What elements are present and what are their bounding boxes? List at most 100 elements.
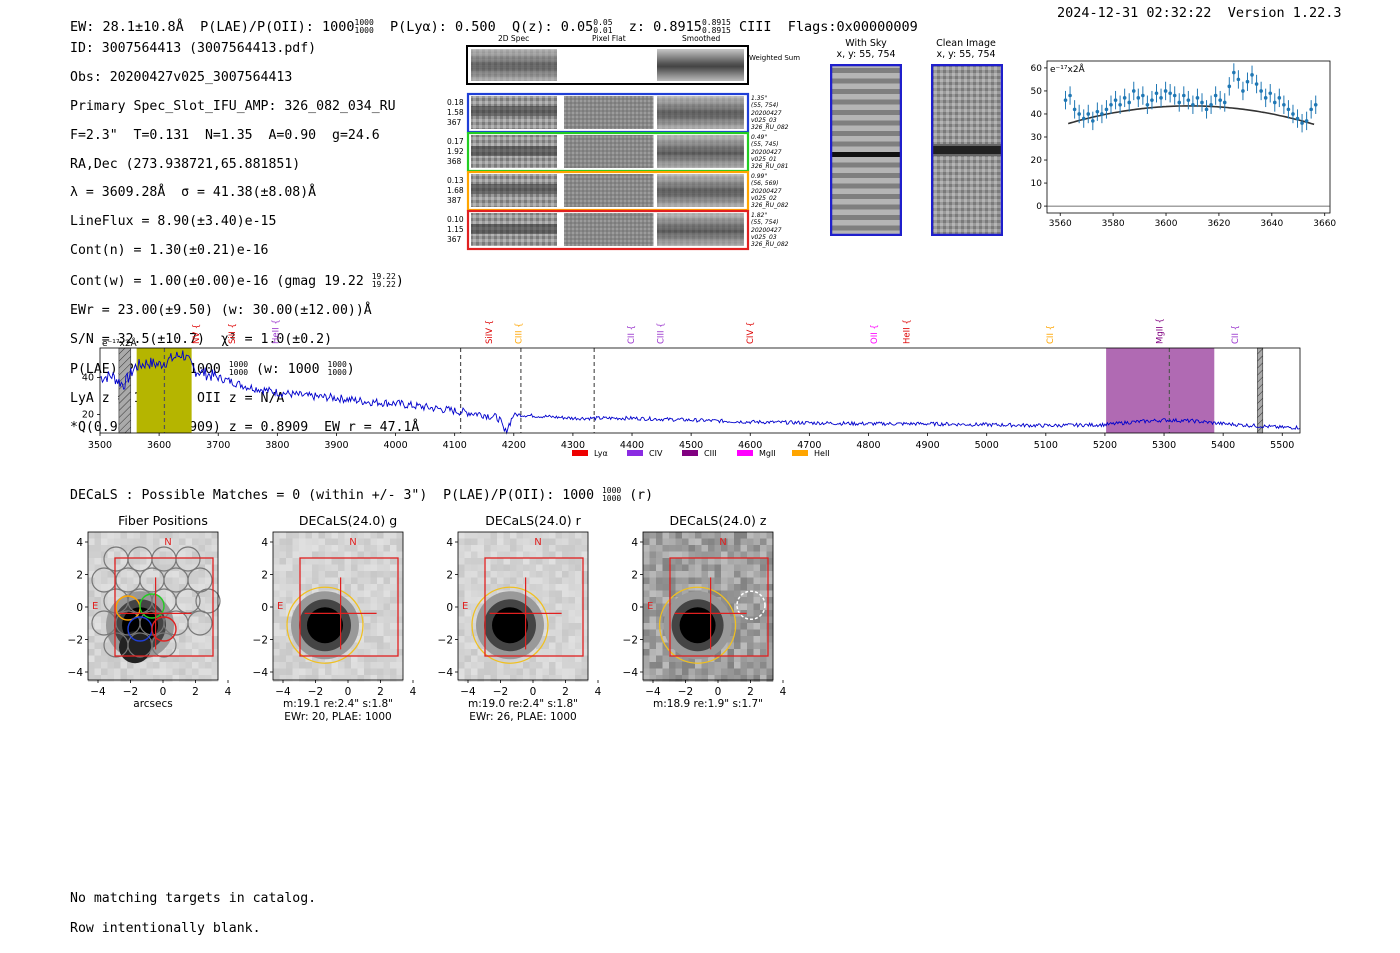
spectrum-frame [99,347,1301,434]
zoom-point [1081,116,1086,121]
zoom-point [1163,89,1168,93]
decals-panel: N E 4 2 0 −2 −4 −4 −2 0 2 4 m:19.1 re:2.4" s:1.8"EWr… [253,531,417,723]
spectrum-band [118,347,132,434]
col-smoothed: Smoothed [682,34,721,43]
crosshair [304,577,377,650]
svg-text:CII {: CII { [627,325,637,344]
emission-line-label: HeII { [902,319,912,344]
info-fit: F=2.3" T=0.131 N=1.35 A=0.90 g=24.6 [70,127,380,143]
info-lineflux: LineFlux = 8.90(±3.40)e-15 [70,214,277,230]
ew-value: EW: 28.1±10.8Å [70,19,184,35]
decals-panel: N E 4 2 0 −2 −4 −4 −2 0 2 4 arcsecs [68,531,232,710]
decals-xtick-label: −4 [275,686,291,698]
spectrum-xtick-label: 5200 [1093,440,1117,451]
zoom-point [1259,89,1263,93]
source-blob [307,607,343,644]
weighted-smoothed-image [657,49,744,81]
svg-text:NV {: NV { [192,324,202,344]
aperture-circle [286,586,364,664]
decals-xtick-label: 2 [747,686,754,698]
emission-line-label: CII { [1046,325,1056,344]
zoom-point [1109,102,1113,107]
version: Version 1.22.3 [1227,5,1342,21]
decals-ytick-label: 4 [631,537,638,549]
row-left-stats: 0.18 1.58 367 [447,98,464,127]
zoom-point [1250,73,1254,77]
row-flat-image [564,213,654,246]
legend-label: CIII [704,449,717,458]
zoom-point [1213,93,1218,98]
zoom-ytick-label: 0 [1036,202,1042,212]
cutout-grid [466,45,750,251]
spectrum-band [1257,347,1264,434]
decals-xtick-label: 2 [192,686,199,698]
decals-ytick-label: −2 [623,635,638,647]
spectrum-ylabel: e⁻¹⁷x2Å [102,337,138,349]
zoom-ytick-label: 30 [1031,133,1043,143]
plya-value: P(Lyα): 0.500 [390,19,496,35]
aperture-circle [658,586,737,664]
flags-value: Flags:0x00000009 [787,19,918,35]
decals-caption: m:19.1 re:2.4" s:1.8" [283,698,393,710]
zoom-xtick-label: 3620 [1207,219,1230,229]
timestamp-version: 2024-12-31 02:32:22 Version 1.22.3 [1057,6,1342,21]
row-left-stats: 0.13 1.68 387 [447,176,464,205]
svg-text:CII {: CII { [1046,325,1056,344]
decals-xtick-label: 2 [562,686,569,698]
zoom-point [1141,93,1145,98]
row-right-info: 0.99" (56, 569) 20200427 v025_02 326_RU_082 [751,173,789,210]
spectrum-xtick-label: 5000 [975,440,999,451]
zoom-point [1227,84,1232,89]
zoom-point [1127,100,1132,105]
info-obs: Obs: 20200427v025_3007564413 [70,70,293,86]
zoom-point [1236,77,1241,82]
row-2d-trace [471,184,557,194]
zoom-point [1186,98,1191,102]
fiber-circle [175,546,201,572]
decals-ytick-label: 2 [261,570,268,582]
decals-ytick-label: −4 [68,667,83,679]
row-right-info: 1.82" (55, 754) 20200427 v025_03 326_RU_082 [751,212,789,249]
spectrum-xtick-label: 4200 [502,440,526,451]
spectrum-xtick-label: 5500 [1270,440,1294,451]
info-contn: Cont(n) = 1.30(±0.21)e-16 [70,243,269,259]
spectrum-xtick-label: 3600 [147,440,171,451]
decals-panel-title: DECaLS(24.0) z [669,513,767,528]
zoom-point [1154,91,1159,96]
selection-box [114,557,214,657]
timestamp: 2024-12-31 02:32:22 [1057,5,1212,21]
decals-xtick-label: −4 [645,686,661,698]
spectrum-xtick-label: 4100 [443,440,467,451]
zoom-point [1204,107,1209,112]
decals-panel-title: Fiber Positions [118,513,208,528]
decals-xtick-label: 2 [377,686,384,698]
decals-xtick-label: −2 [123,686,138,698]
svg-text:HeII {: HeII { [272,319,282,344]
decals-caption: EWr: 26, PLAE: 1000 [469,711,576,723]
zoom-point [1232,70,1236,75]
info-contw: Cont(w) = 1.00(±0.00)e-16 (gmag 19.22 19… [70,271,404,289]
emission-line-label: SiII { [228,323,238,344]
zoom-point [1218,98,1222,102]
zoom-xtick-label: 3640 [1260,219,1283,229]
decals-xtick-label: 4 [410,686,417,698]
neighbor-circle [736,590,766,620]
fiber-circle [151,632,177,658]
zoom-point [1095,109,1100,114]
decals-xtick-label: 0 [530,686,537,698]
row-2d-trace [471,224,557,234]
zoom-point [1100,112,1104,116]
zoom-ytick-label: 10 [1031,179,1043,189]
row-flat-image [564,174,654,207]
legend-label: Lyα [594,449,608,458]
zoom-xtick-label: 3580 [1102,219,1125,229]
zoom-point [1104,107,1109,112]
decals-ytick-label: 0 [446,602,453,614]
zoom-point [1282,102,1286,107]
zoom-point [1195,96,1200,100]
zoom-point [1245,79,1250,84]
info-sn: S/N = 32.5(±10.7) χ² = 1.0(±0.2) [70,331,333,347]
fiber-highlight [151,616,177,642]
zoom-ytick-label: 40 [1031,110,1043,120]
decals-panel-title: DECaLS(24.0) r [485,513,581,528]
